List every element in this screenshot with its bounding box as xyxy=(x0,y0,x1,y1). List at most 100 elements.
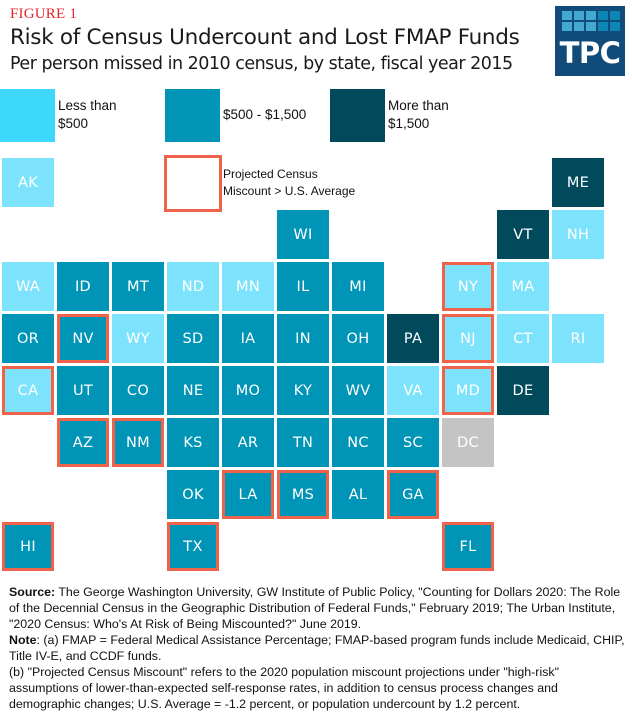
note-label: Note xyxy=(9,633,37,647)
state-tile-ga: GA xyxy=(387,470,439,519)
state-label: DE xyxy=(512,382,534,399)
state-label: CA xyxy=(17,382,39,399)
state-label: TX xyxy=(183,538,203,555)
state-label: MS xyxy=(291,486,315,503)
legend-label-high: More than $1,500 xyxy=(388,97,449,133)
state-label: IA xyxy=(240,330,256,347)
state-label: MA xyxy=(511,278,535,295)
state-tile-dc: DC xyxy=(442,418,494,467)
state-tile-mo: MO xyxy=(222,366,274,415)
state-label: NY xyxy=(457,278,479,295)
tpc-logo: TPC xyxy=(555,6,625,76)
state-tile-ky: KY xyxy=(277,366,329,415)
state-label: UT xyxy=(72,382,94,399)
legend-label-low-line1: Less than xyxy=(58,98,117,113)
state-tile-nd: ND xyxy=(167,262,219,311)
state-label: MI xyxy=(349,278,367,295)
state-label: CT xyxy=(513,330,533,347)
state-tile-ne: NE xyxy=(167,366,219,415)
state-tile-fl: FL xyxy=(442,522,494,571)
state-tile-nm: NM xyxy=(112,418,164,467)
state-label: DC xyxy=(457,434,479,451)
state-tile-ut: UT xyxy=(57,366,109,415)
state-tile-az: AZ xyxy=(57,418,109,467)
state-tile-ak: AK xyxy=(2,158,54,207)
state-label: KS xyxy=(183,434,203,451)
state-tile-il: IL xyxy=(277,262,329,311)
state-tile-pa: PA xyxy=(387,314,439,363)
legend-label-low-line2: $500 xyxy=(58,116,89,131)
logo-cell xyxy=(586,11,596,20)
footer-notes: Source: The George Washington University… xyxy=(9,584,625,712)
state-label: MT xyxy=(127,278,149,295)
state-label: NM xyxy=(126,434,150,451)
state-label: ND xyxy=(181,278,205,295)
state-label: OR xyxy=(16,330,40,347)
logo-grid-icon xyxy=(562,11,620,31)
logo-cell xyxy=(562,22,572,31)
state-label: KY xyxy=(293,382,313,399)
state-label: NC xyxy=(347,434,369,451)
state-label: OK xyxy=(182,486,204,503)
state-label: WI xyxy=(293,226,313,243)
state-label: LA xyxy=(238,486,258,503)
state-label: AZ xyxy=(72,434,94,451)
state-label: PA xyxy=(403,330,423,347)
chart-title: Risk of Census Undercount and Lost FMAP … xyxy=(10,25,520,50)
state-label: GA xyxy=(402,486,424,503)
state-tile-wy: WY xyxy=(112,314,164,363)
state-label: NV xyxy=(72,330,94,347)
state-label: RI xyxy=(570,330,586,347)
legend-outline-swatch xyxy=(164,155,222,212)
state-tile-in: IN xyxy=(277,314,329,363)
source-text: The George Washington University, GW Ins… xyxy=(9,585,621,631)
state-tile-ms: MS xyxy=(277,470,329,519)
state-label: WV xyxy=(345,382,371,399)
state-label: WY xyxy=(126,330,150,347)
legend-swatch-low xyxy=(0,89,55,142)
legend-label-outline-line1: Projected Census xyxy=(223,167,318,181)
state-tile-or: OR xyxy=(2,314,54,363)
state-tile-sd: SD xyxy=(167,314,219,363)
logo-cell xyxy=(610,22,620,31)
state-label: TN xyxy=(292,434,314,451)
state-tile-la: LA xyxy=(222,470,274,519)
legend-label-outline-line2: Miscount > U.S. Average xyxy=(223,184,356,198)
state-label: ID xyxy=(74,278,92,295)
logo-cell xyxy=(598,11,608,20)
state-label: IN xyxy=(295,330,311,347)
state-tile-ok: OK xyxy=(167,470,219,519)
state-tile-md: MD xyxy=(442,366,494,415)
state-tile-hi: HI xyxy=(2,522,54,571)
logo-cell xyxy=(574,22,584,31)
state-tile-id: ID xyxy=(57,262,109,311)
state-label: MO xyxy=(235,382,261,399)
chart-subtitle: Per person missed in 2010 census, by sta… xyxy=(10,54,513,74)
logo-cell xyxy=(610,11,620,20)
state-tile-mn: MN xyxy=(222,262,274,311)
state-tile-oh: OH xyxy=(332,314,384,363)
state-label: FL xyxy=(459,538,477,555)
state-label: CO xyxy=(126,382,150,399)
state-label: NJ xyxy=(460,330,476,347)
legend-label-mid: $500 - $1,500 xyxy=(223,106,306,124)
state-tile-co: CO xyxy=(112,366,164,415)
state-tile-tx: TX xyxy=(167,522,219,571)
state-tile-nh: NH xyxy=(552,210,604,259)
logo-text: TPC xyxy=(559,36,621,70)
legend-label-high-line1: More than xyxy=(388,98,449,113)
logo-cell xyxy=(586,22,596,31)
state-tile-al: AL xyxy=(332,470,384,519)
state-tile-ca: CA xyxy=(2,366,54,415)
state-tile-ks: KS xyxy=(167,418,219,467)
state-tile-sc: SC xyxy=(387,418,439,467)
state-label: OH xyxy=(346,330,370,347)
state-label: MN xyxy=(236,278,260,295)
state-tile-vt: VT xyxy=(497,210,549,259)
note-b: (b) "Projected Census Miscount" refers t… xyxy=(9,665,559,711)
legend-label-low: Less than $500 xyxy=(58,97,117,133)
state-tile-nv: NV xyxy=(57,314,109,363)
legend-swatch-high xyxy=(330,89,385,142)
state-label: AL xyxy=(348,486,368,503)
state-tile-nc: NC xyxy=(332,418,384,467)
